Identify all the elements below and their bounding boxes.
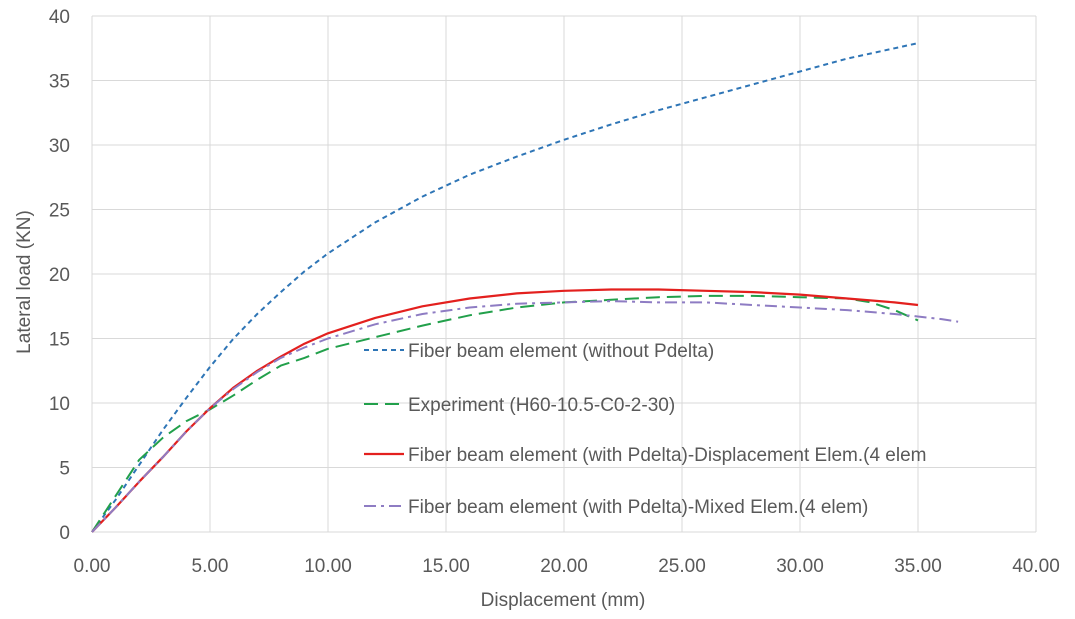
series-lines: [91, 42, 959, 533]
x-tick-label: 30.00: [776, 556, 824, 577]
y-tick-label: 10: [49, 394, 70, 415]
x-tick-label: 5.00: [192, 556, 229, 577]
y-tick-label: 5: [59, 459, 70, 480]
x-axis-ticks: 0.00 5.00 10.00 15.00 20.00 25.00 30.00 35.00 40…: [74, 556, 1060, 577]
y-tick-label: 35: [49, 72, 70, 93]
y-tick-label: 25: [49, 201, 70, 222]
series-line-1: [91, 42, 919, 533]
y-tick-label: 20: [49, 265, 70, 286]
x-tick-label: 15.00: [422, 556, 470, 577]
y-axis-title: Lateral load (KN): [14, 210, 35, 354]
x-tick-label: 40.00: [1012, 556, 1060, 577]
legend-label: Fiber beam element (without Pdelta): [408, 341, 714, 362]
legend-label: Fiber beam element (with Pdelta)-Mixed E…: [408, 497, 868, 518]
x-tick-label: 25.00: [658, 556, 706, 577]
grid: [91, 15, 1037, 533]
x-tick-label: 20.00: [540, 556, 588, 577]
y-tick-label: 15: [49, 330, 70, 351]
y-tick-label: 40: [49, 7, 70, 28]
y-tick-label: 0: [59, 523, 70, 544]
legend-label: Experiment (H60-10.5-C0-2-30): [408, 395, 675, 416]
series-line-2: [91, 294, 919, 533]
legend: Fiber beam element (without Pdelta) Exper…: [364, 341, 926, 518]
x-tick-label: 10.00: [304, 556, 352, 577]
legend-label: Fiber beam element (with Pdelta)-Displac…: [408, 445, 926, 466]
x-tick-label: 35.00: [894, 556, 942, 577]
y-axis-ticks: 0 5 10 15 20 25 30 35 40: [49, 7, 70, 544]
x-axis-title: Displacement (mm): [481, 590, 646, 611]
series-line-4: [91, 300, 959, 533]
x-tick-label: 0.00: [74, 556, 111, 577]
y-tick-label: 30: [49, 136, 70, 157]
